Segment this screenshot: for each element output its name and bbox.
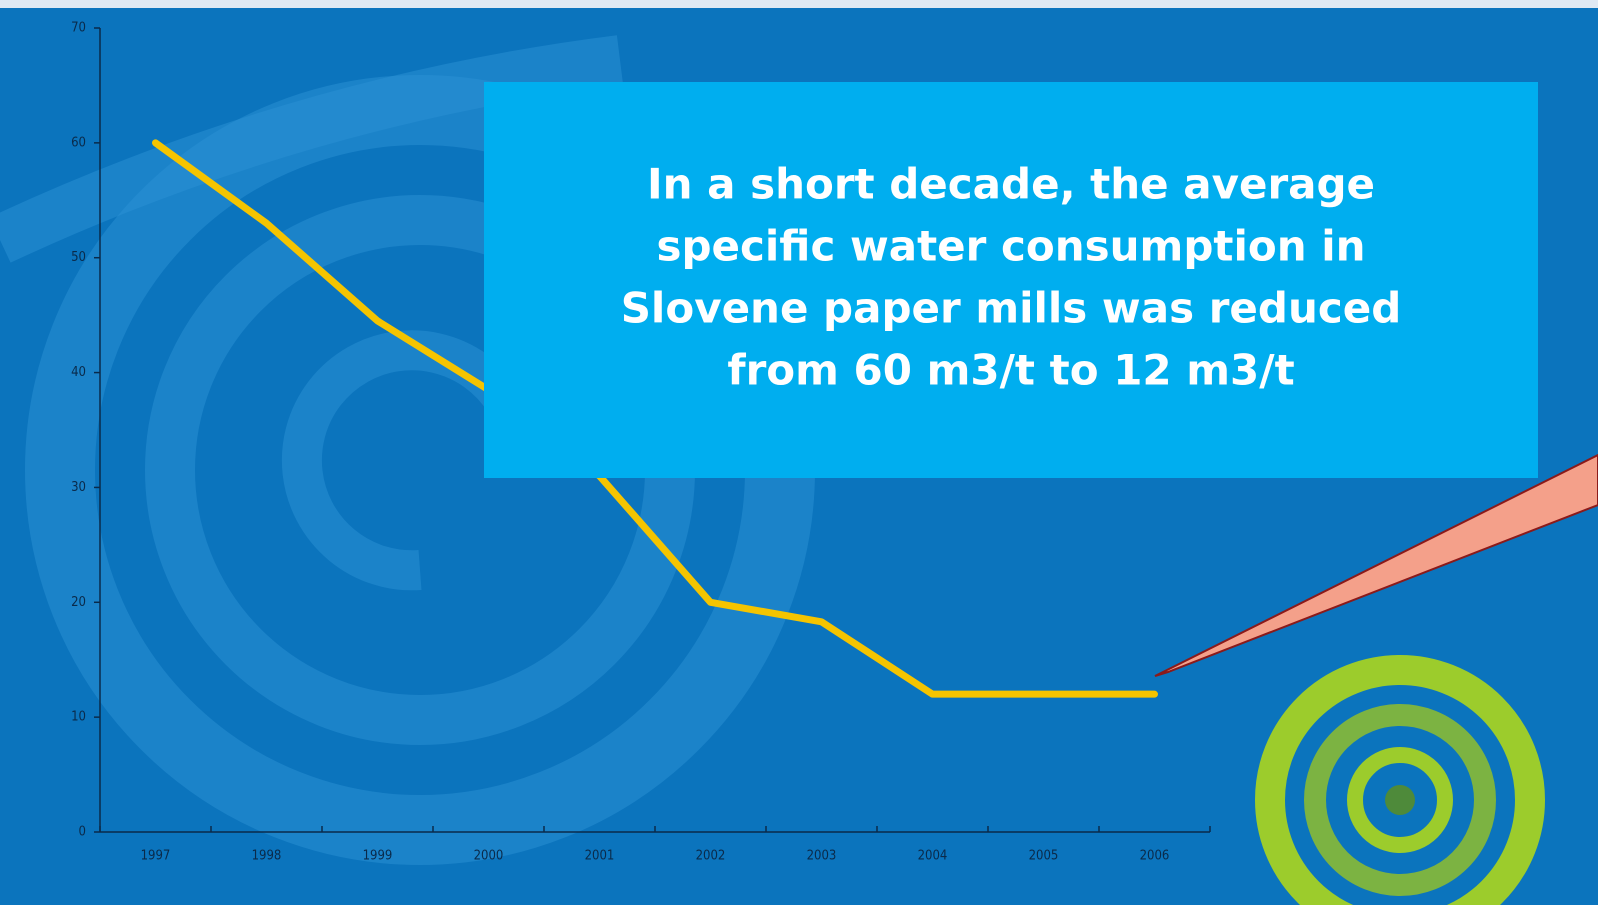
logo xyxy=(1255,655,1545,905)
x-tick-label: 1999 xyxy=(363,849,393,864)
x-tick-label: 2003 xyxy=(807,849,837,864)
x-tick-label: 2005 xyxy=(1029,849,1059,864)
x-tick-label: 1998 xyxy=(252,849,282,864)
annotation-line: In a short decade, the average xyxy=(647,160,1375,209)
callout-pointer xyxy=(1154,453,1598,677)
y-tick-label: 60 xyxy=(71,135,86,150)
y-tick-label: 70 xyxy=(71,21,86,36)
y-tick-label: 10 xyxy=(71,710,86,725)
y-tick-label: 20 xyxy=(71,595,86,610)
data-line xyxy=(152,139,1158,698)
x-tick-label: 2002 xyxy=(696,849,726,864)
x-tick-label: 2006 xyxy=(1140,849,1170,864)
x-tick-label: 2001 xyxy=(585,849,615,864)
x-tick-label: 2004 xyxy=(918,849,948,864)
annotation-line: from 60 m3/t to 12 m3/t xyxy=(727,346,1294,395)
chart: 0 10 20 30 40 50 60 70 1997 1998 1999 2000 2001 2002 2… xyxy=(71,21,1211,864)
annotation-box xyxy=(484,82,1538,478)
annotation-line: specific water consumption in xyxy=(656,222,1365,271)
annotation-line: Slovene paper mills was reduced xyxy=(621,284,1402,333)
y-tick-label: 30 xyxy=(71,480,86,495)
x-tick-label: 2000 xyxy=(474,849,504,864)
y-tick-label: 0 xyxy=(79,825,86,840)
y-tick-label: 40 xyxy=(71,365,86,380)
y-tick-label: 50 xyxy=(71,250,86,265)
x-tick-label: 1997 xyxy=(141,849,171,864)
top-strip xyxy=(0,0,1598,8)
